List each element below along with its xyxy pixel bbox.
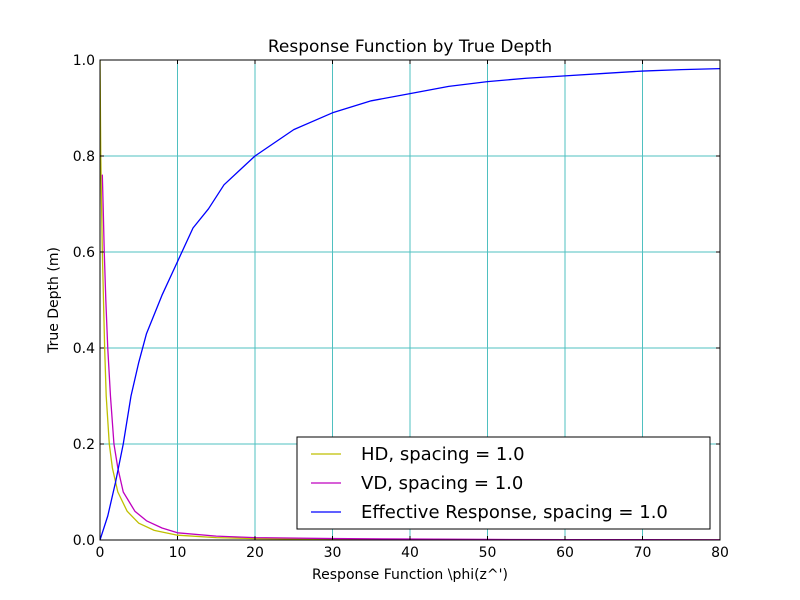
y-tick-label: 0.0 bbox=[73, 533, 95, 549]
x-tick-label: 30 bbox=[324, 545, 342, 561]
y-axis-label: True Depth (m) bbox=[46, 247, 62, 354]
x-tick-label: 0 bbox=[96, 545, 105, 561]
legend-label: HD, spacing = 1.0 bbox=[361, 444, 525, 465]
x-tick-label: 50 bbox=[479, 545, 497, 561]
x-tick-label: 60 bbox=[556, 545, 574, 561]
legend-label: VD, spacing = 1.0 bbox=[361, 473, 523, 494]
series-line-1 bbox=[101, 174, 720, 540]
legend-entries: HD, spacing = 1.0 VD, spacing = 1.0 Effect… bbox=[311, 444, 668, 523]
axis-ticks bbox=[99, 59, 721, 541]
x-tick-label: 80 bbox=[711, 545, 729, 561]
series-line-2 bbox=[100, 67, 720, 540]
x-tick-label: 40 bbox=[401, 545, 419, 561]
y-tick-label: 0.2 bbox=[73, 437, 95, 453]
legend-label: Effective Response, spacing = 1.0 bbox=[361, 502, 668, 523]
y-tick-labels: 0.0 0.2 0.4 0.6 0.8 1.0 bbox=[73, 53, 95, 549]
x-tick-label: 10 bbox=[169, 545, 187, 561]
chart-title: Response Function by True Depth bbox=[268, 37, 552, 57]
x-axis-label: Response Function \phi(z^') bbox=[312, 567, 508, 583]
y-tick-label: 0.8 bbox=[73, 149, 95, 165]
x-tick-label: 70 bbox=[634, 545, 652, 561]
x-tick-label: 20 bbox=[246, 545, 264, 561]
legend: HD, spacing = 1.0 VD, spacing = 1.0 Effect… bbox=[296, 436, 711, 530]
y-tick-label: 0.4 bbox=[73, 341, 95, 357]
y-tick-label: 1.0 bbox=[73, 53, 95, 69]
legend-box bbox=[296, 436, 711, 530]
x-tick-labels: 0 10 20 30 40 50 60 70 80 bbox=[96, 545, 729, 561]
y-tick-label: 0.6 bbox=[73, 245, 95, 261]
